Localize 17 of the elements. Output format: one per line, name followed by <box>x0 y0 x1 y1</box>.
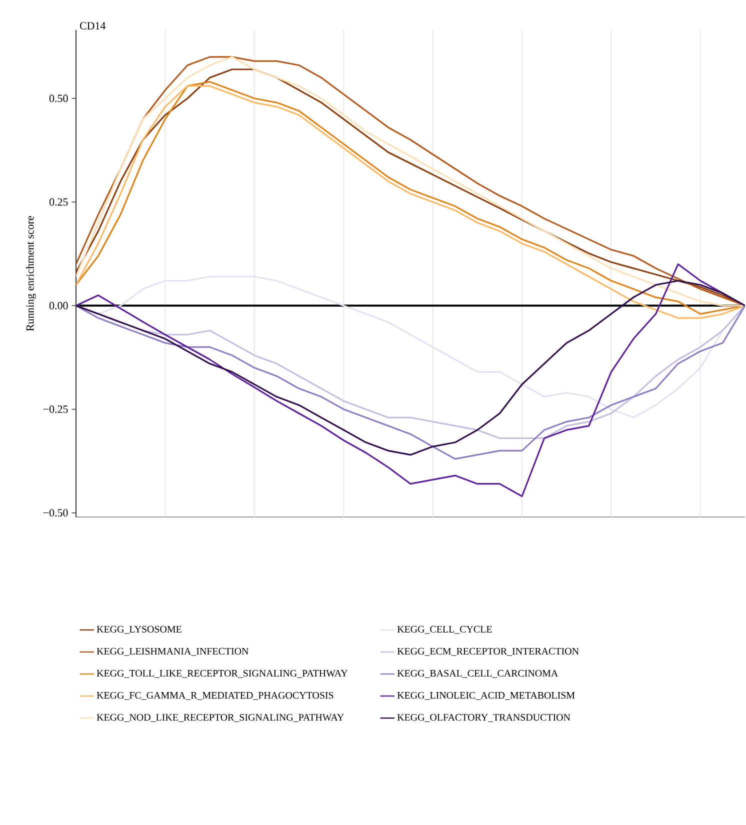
legend-label: KEGG_TOLL_LIKE_RECEPTOR_SIGNALING_PATHWAY <box>96 670 348 678</box>
y-tick-label: −0.25 <box>43 406 68 413</box>
y-tick-label: −0.50 <box>43 509 68 517</box>
legend-label: KEGG_NOD_LIKE_RECEPTOR_SIGNALING_PATHWAY <box>96 714 344 722</box>
y-axis-title: Running enrichment score <box>26 216 36 332</box>
legend-label: KEGG_LEISHMANIA_INFECTION <box>96 648 248 656</box>
y-tick-label: 0.50 <box>49 94 68 102</box>
legend-label: KEGG_OLFACTORY_TRANSDUCTION <box>397 714 570 722</box>
chart-title: CD14 <box>80 22 106 30</box>
legend-label: KEGG_FC_GAMMA_R_MEDIATED_PHAGOCYTOSIS <box>96 692 334 700</box>
y-tick-label: 0.00 <box>49 302 68 310</box>
legend-label: KEGG_ECM_RECEPTOR_INTERACTION <box>397 648 579 656</box>
legend-label: KEGG_BASAL_CELL_CARCINOMA <box>397 670 558 678</box>
legend-label: KEGG_LYSOSOME <box>96 626 182 634</box>
legend-label: KEGG_LINOLEIC_ACID_METABOLISM <box>397 692 575 700</box>
y-tick-label: 0.25 <box>49 198 68 206</box>
legend-label: KEGG_CELL_CYCLE <box>397 626 492 634</box>
